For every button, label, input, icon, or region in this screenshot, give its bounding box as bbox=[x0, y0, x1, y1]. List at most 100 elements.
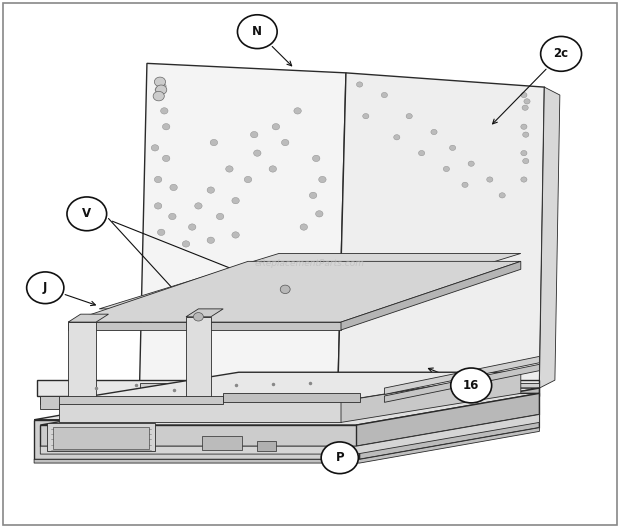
Polygon shape bbox=[59, 372, 521, 401]
Circle shape bbox=[210, 139, 218, 146]
Circle shape bbox=[226, 166, 233, 172]
Circle shape bbox=[162, 155, 170, 162]
Polygon shape bbox=[40, 396, 223, 404]
Circle shape bbox=[487, 177, 493, 182]
Polygon shape bbox=[341, 372, 521, 422]
Circle shape bbox=[524, 99, 530, 104]
Circle shape bbox=[443, 166, 449, 172]
Circle shape bbox=[250, 131, 258, 138]
Text: V: V bbox=[82, 208, 91, 220]
Circle shape bbox=[154, 77, 166, 87]
Text: N: N bbox=[252, 25, 262, 38]
Circle shape bbox=[541, 36, 582, 71]
Circle shape bbox=[237, 15, 277, 49]
Circle shape bbox=[157, 229, 165, 235]
Circle shape bbox=[523, 158, 529, 164]
Circle shape bbox=[162, 124, 170, 130]
Circle shape bbox=[356, 82, 363, 87]
Circle shape bbox=[216, 213, 224, 220]
Circle shape bbox=[154, 176, 162, 183]
Polygon shape bbox=[202, 436, 242, 450]
Circle shape bbox=[156, 85, 167, 95]
Circle shape bbox=[27, 272, 64, 304]
Polygon shape bbox=[257, 441, 276, 451]
Polygon shape bbox=[34, 388, 539, 420]
Polygon shape bbox=[34, 420, 360, 459]
Circle shape bbox=[468, 161, 474, 166]
Text: J: J bbox=[43, 281, 48, 294]
Circle shape bbox=[193, 313, 203, 321]
Circle shape bbox=[182, 241, 190, 247]
Circle shape bbox=[294, 108, 301, 114]
Polygon shape bbox=[539, 87, 560, 388]
Polygon shape bbox=[68, 261, 521, 322]
Circle shape bbox=[321, 442, 358, 474]
Polygon shape bbox=[186, 309, 223, 317]
Text: 16: 16 bbox=[463, 379, 479, 392]
Polygon shape bbox=[40, 393, 539, 425]
Polygon shape bbox=[356, 393, 539, 446]
Polygon shape bbox=[37, 380, 539, 396]
Circle shape bbox=[156, 79, 164, 85]
Text: 2c: 2c bbox=[554, 48, 569, 60]
Circle shape bbox=[281, 139, 289, 146]
Polygon shape bbox=[40, 414, 539, 454]
Circle shape bbox=[309, 192, 317, 199]
Text: P: P bbox=[335, 451, 344, 464]
Circle shape bbox=[521, 150, 527, 156]
Circle shape bbox=[195, 203, 202, 209]
Circle shape bbox=[188, 224, 196, 230]
Circle shape bbox=[153, 91, 164, 101]
Polygon shape bbox=[68, 322, 96, 401]
Polygon shape bbox=[68, 322, 341, 330]
Circle shape bbox=[170, 184, 177, 191]
Circle shape bbox=[244, 176, 252, 183]
Circle shape bbox=[521, 124, 527, 129]
Polygon shape bbox=[384, 364, 539, 402]
Circle shape bbox=[431, 129, 437, 135]
Circle shape bbox=[280, 285, 290, 294]
Circle shape bbox=[450, 145, 456, 150]
Circle shape bbox=[521, 177, 527, 182]
Circle shape bbox=[522, 105, 528, 110]
Polygon shape bbox=[53, 427, 149, 449]
Circle shape bbox=[312, 155, 320, 162]
Polygon shape bbox=[338, 73, 544, 388]
Circle shape bbox=[394, 135, 400, 140]
Polygon shape bbox=[34, 428, 539, 463]
Circle shape bbox=[406, 114, 412, 119]
Polygon shape bbox=[341, 261, 521, 330]
Circle shape bbox=[169, 213, 176, 220]
Circle shape bbox=[381, 92, 388, 98]
Polygon shape bbox=[99, 253, 521, 309]
Polygon shape bbox=[68, 314, 108, 322]
Polygon shape bbox=[40, 425, 356, 446]
Polygon shape bbox=[223, 393, 360, 402]
Circle shape bbox=[67, 197, 107, 231]
Circle shape bbox=[207, 187, 215, 193]
Circle shape bbox=[521, 92, 527, 98]
Circle shape bbox=[316, 211, 323, 217]
Circle shape bbox=[499, 193, 505, 198]
Circle shape bbox=[232, 232, 239, 238]
Circle shape bbox=[523, 132, 529, 137]
Text: eReplacementParts.com: eReplacementParts.com bbox=[255, 259, 365, 269]
Polygon shape bbox=[46, 423, 155, 451]
Circle shape bbox=[319, 176, 326, 183]
Circle shape bbox=[151, 145, 159, 151]
Circle shape bbox=[451, 368, 492, 403]
Circle shape bbox=[159, 83, 166, 89]
Polygon shape bbox=[186, 317, 211, 399]
Circle shape bbox=[300, 224, 308, 230]
Circle shape bbox=[269, 166, 277, 172]
Circle shape bbox=[161, 108, 168, 114]
Polygon shape bbox=[384, 356, 539, 394]
Polygon shape bbox=[140, 63, 346, 388]
Circle shape bbox=[462, 182, 468, 187]
Circle shape bbox=[155, 87, 162, 93]
Circle shape bbox=[207, 237, 215, 243]
Polygon shape bbox=[59, 401, 341, 422]
Circle shape bbox=[272, 124, 280, 130]
Polygon shape bbox=[360, 388, 539, 459]
Circle shape bbox=[154, 203, 162, 209]
